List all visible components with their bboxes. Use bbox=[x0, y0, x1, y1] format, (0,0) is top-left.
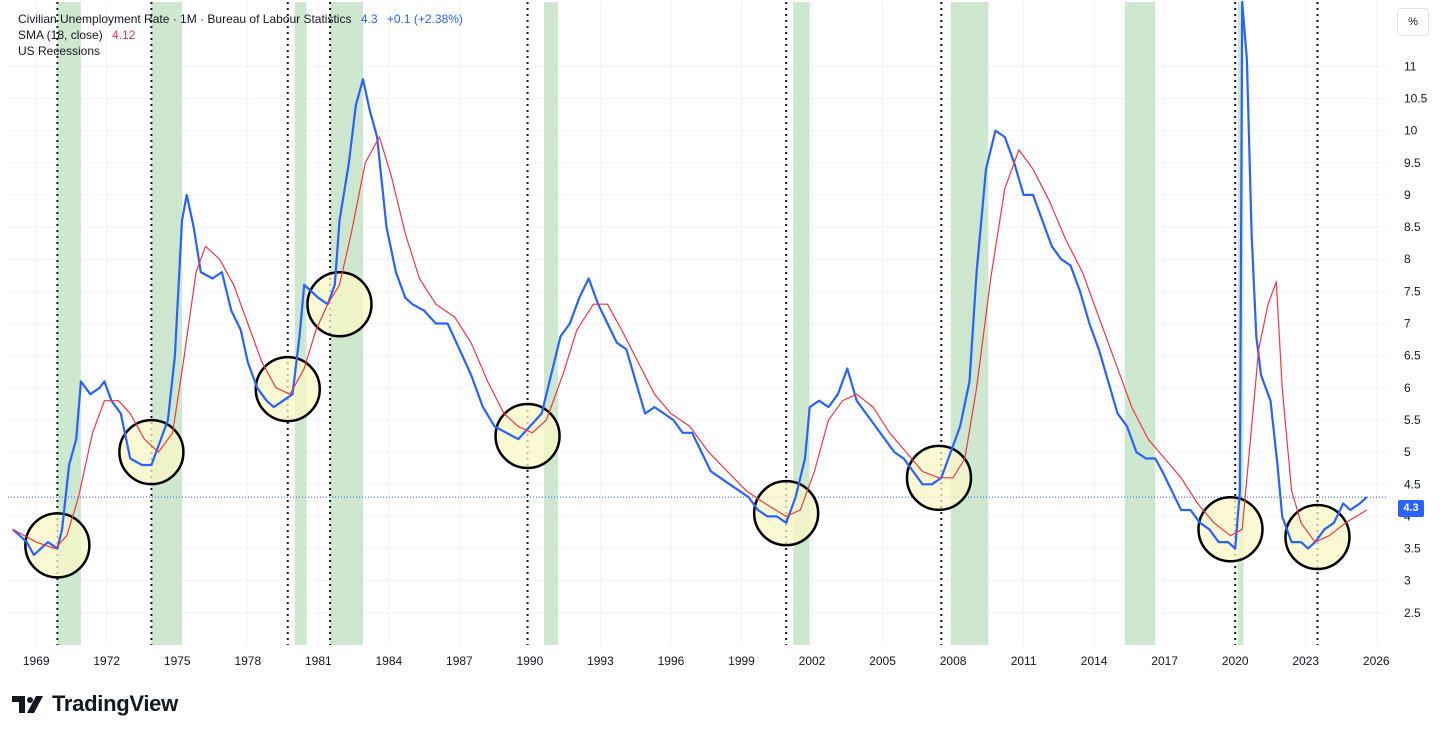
y-tick-label: 6 bbox=[1404, 381, 1411, 395]
legend-series-change: +0.1 (+2.38%) bbox=[386, 12, 463, 26]
legend-series-value: 4.3 bbox=[360, 12, 378, 26]
x-tick-label: 1978 bbox=[234, 654, 261, 668]
x-tick-label: 1975 bbox=[164, 654, 191, 668]
x-tick-label: 2017 bbox=[1151, 654, 1178, 668]
series-lines bbox=[11, 0, 1368, 557]
y-tick-label: 3.5 bbox=[1404, 542, 1421, 556]
x-tick-label: 1969 bbox=[23, 654, 50, 668]
y-tick-label: 5.5 bbox=[1404, 413, 1421, 427]
legend-sma-title: SMA (18, close) bbox=[18, 28, 103, 42]
y-tick-label: 3 bbox=[1404, 574, 1411, 588]
highlight-circle bbox=[494, 402, 561, 470]
highlight-circle bbox=[118, 418, 185, 486]
x-tick-label: 1996 bbox=[658, 654, 685, 668]
y-tick-label: 7 bbox=[1404, 317, 1411, 331]
x-tick-label: 1990 bbox=[517, 654, 544, 668]
series-line-unemployment bbox=[11, 0, 1368, 557]
legend-series-title: Civilian Unemployment Rate · 1M · Bureau… bbox=[18, 12, 352, 26]
y-tick-label: 8 bbox=[1404, 252, 1411, 266]
y-tick-label: 10.5 bbox=[1404, 91, 1428, 105]
recession-band bbox=[544, 2, 559, 645]
recession-band bbox=[950, 2, 989, 645]
legend-sma-value: 4.12 bbox=[112, 28, 136, 42]
x-tick-label: 2011 bbox=[1011, 654, 1037, 668]
highlight-circle bbox=[254, 355, 322, 423]
x-tick-label: 1972 bbox=[93, 654, 120, 668]
brand[interactable]: TradingView bbox=[12, 691, 178, 717]
recession-band bbox=[57, 2, 81, 645]
unit-button[interactable]: % bbox=[1397, 8, 1429, 36]
y-tick-label: 8.5 bbox=[1404, 220, 1421, 234]
recession-band bbox=[793, 2, 810, 645]
x-tick-label: 2008 bbox=[940, 654, 967, 668]
y-tick-label: 9 bbox=[1404, 188, 1411, 202]
brand-name: TradingView bbox=[52, 691, 178, 716]
highlight-circle bbox=[752, 479, 820, 547]
x-tick-label: 2002 bbox=[799, 654, 826, 668]
x-axis: 1969 1972 1975 1978 1981 1984 1987 1990 1993 1996… bbox=[23, 654, 1390, 668]
highlight-circle bbox=[1284, 503, 1351, 571]
y-tick-label: 9.5 bbox=[1404, 156, 1421, 170]
legend-series-row[interactable]: Civilian Unemployment Rate · 1M · Bureau… bbox=[18, 11, 463, 27]
series-line-sma bbox=[12, 136, 1368, 550]
x-tick-label: 2014 bbox=[1081, 654, 1108, 668]
x-tick-label: 1999 bbox=[728, 654, 755, 668]
highlight-circle bbox=[1197, 496, 1264, 563]
x-tick-label: 2026 bbox=[1363, 654, 1390, 668]
legend-sma-row[interactable]: SMA (18, close) 4.12 bbox=[18, 27, 463, 43]
y-tick-label: 11 bbox=[1404, 59, 1417, 73]
x-tick-label: 2020 bbox=[1222, 654, 1249, 668]
chart-legend: Civilian Unemployment Rate · 1M · Bureau… bbox=[18, 11, 463, 59]
legend-recession-row[interactable]: US Recessions bbox=[18, 43, 463, 59]
y-tick-label: 7.5 bbox=[1404, 284, 1421, 298]
x-tick-label: 2023 bbox=[1292, 654, 1319, 668]
y-tick-label: 5 bbox=[1404, 445, 1411, 459]
chart-grid bbox=[8, 2, 1388, 645]
y-tick-label: 4.5 bbox=[1404, 477, 1421, 491]
x-tick-label: 1987 bbox=[446, 654, 473, 668]
x-tick-label: 1984 bbox=[376, 654, 403, 668]
legend-recession-title: US Recessions bbox=[18, 44, 101, 58]
x-tick-label: 1993 bbox=[587, 654, 614, 668]
highlight-circle bbox=[306, 270, 373, 338]
x-tick-label: 2005 bbox=[869, 654, 896, 668]
y-tick-label: 2.5 bbox=[1404, 606, 1421, 620]
y-tick-label: 10 bbox=[1404, 124, 1418, 138]
x-tick-label: 1981 bbox=[305, 654, 332, 668]
highlight-circles bbox=[24, 270, 1351, 579]
tradingview-logo-icon bbox=[12, 696, 43, 713]
recession-band bbox=[1124, 2, 1156, 645]
y-tick-label: 6.5 bbox=[1404, 349, 1421, 363]
last-value-tag: 4.3 bbox=[1398, 500, 1424, 517]
